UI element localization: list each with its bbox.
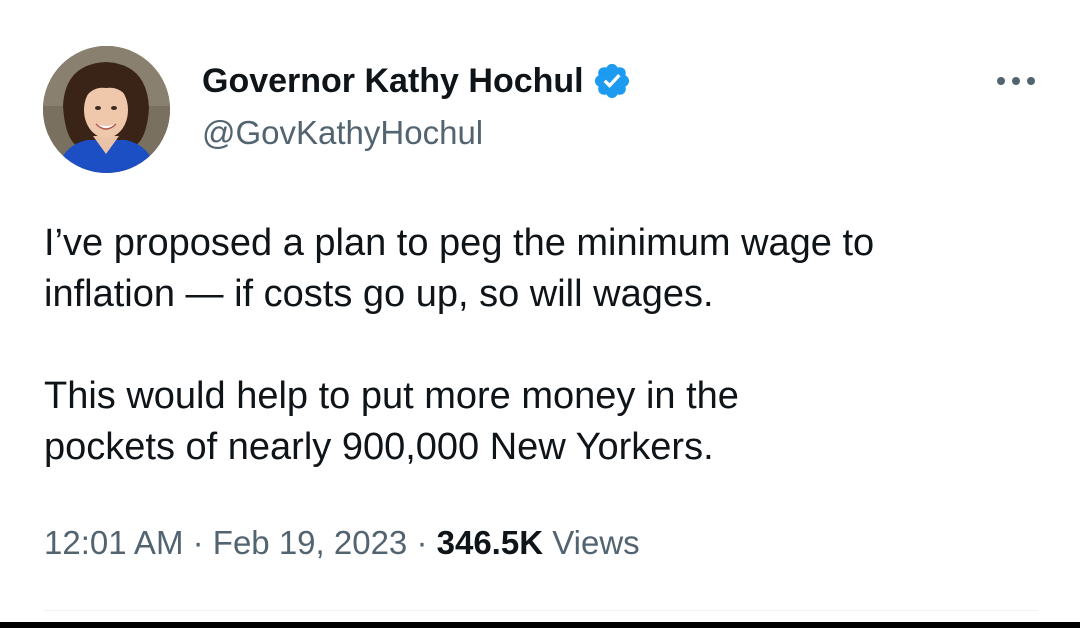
more-options-icon <box>996 73 1036 91</box>
views-count[interactable]: 346.5K <box>436 524 544 561</box>
tweet-meta: 12:01 AM · Feb 19, 2023 · 346.5K Views <box>44 520 640 566</box>
tweet-line: I’ve proposed a plan to peg the minimum … <box>44 222 875 264</box>
verified-badge-icon[interactable] <box>592 61 632 101</box>
views-label: Views <box>552 524 640 561</box>
meta-separator: · <box>192 524 213 561</box>
tweet-line: pockets of nearly 900,000 New Yorkers. <box>44 426 714 468</box>
tweet-date[interactable]: Feb 19, 2023 <box>212 524 408 561</box>
tweet-paragraph: I’ve proposed a plan to peg the minimum … <box>44 218 1054 320</box>
bottom-edge-bar <box>0 622 1080 628</box>
author-name-row: Governor Kathy Hochul <box>202 58 632 104</box>
tweet-text: I’ve proposed a plan to peg the minimum … <box>44 218 1054 473</box>
tweet-paragraph: This would help to put more money in the… <box>44 371 1054 473</box>
more-options-button[interactable] <box>990 64 1042 100</box>
avatar[interactable] <box>43 46 170 173</box>
tweet-time[interactable]: 12:01 AM <box>44 524 184 561</box>
author-handle[interactable]: @GovKathyHochul <box>202 114 484 151</box>
avatar-photo <box>43 46 170 173</box>
author-name[interactable]: Governor Kathy Hochul <box>202 62 584 100</box>
divider <box>44 610 1038 611</box>
tweet-line: inflation — if costs go up, so will wage… <box>44 273 714 315</box>
meta-separator: · <box>416 524 437 561</box>
tweet-line: This would help to put more money in the <box>44 375 739 417</box>
